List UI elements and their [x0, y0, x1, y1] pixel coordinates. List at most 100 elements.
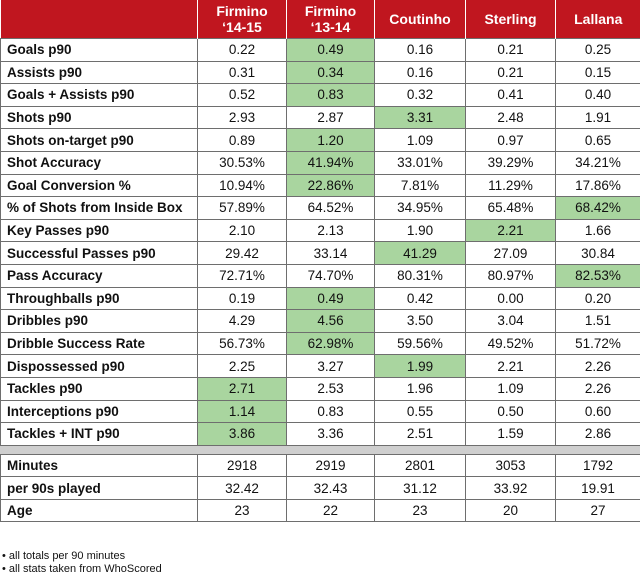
- stat-value: 2.51: [374, 422, 466, 446]
- stat-value: 0.89: [197, 128, 287, 152]
- stat-value: 2918: [197, 453, 287, 478]
- stat-value: 0.49: [286, 38, 375, 62]
- stat-value: 41.29: [374, 241, 466, 265]
- stat-value: 33.01%: [374, 150, 466, 175]
- stat-value: 2.93: [197, 105, 287, 130]
- stat-label: Age: [0, 498, 198, 523]
- stat-label: Dribbles p90: [0, 309, 198, 333]
- stat-value: 22: [286, 498, 375, 523]
- stat-value: 20: [465, 498, 556, 523]
- separator-cell: [0, 444, 198, 455]
- stat-row: Goals p90 0.22 0.49 0.16 0.21 0.25: [0, 38, 640, 62]
- stat-value: 2.21: [465, 218, 556, 243]
- stat-value: 27: [555, 498, 640, 523]
- stat-label: Interceptions p90: [0, 399, 198, 424]
- stat-value: 0.34: [286, 60, 375, 85]
- stat-value: 3.04: [465, 309, 556, 333]
- stat-value: 32.43: [286, 476, 375, 500]
- stat-value: 32.42: [197, 476, 287, 500]
- stat-value: 3053: [465, 453, 556, 478]
- stat-label: Assists p90: [0, 60, 198, 85]
- stat-value: 0.49: [286, 286, 375, 311]
- stat-value: 1792: [555, 453, 640, 478]
- stat-value: 74.70%: [286, 263, 375, 288]
- stat-value: 0.42: [374, 286, 466, 311]
- stat-value: 80.97%: [465, 263, 556, 288]
- stat-value: 0.15: [555, 60, 640, 85]
- stat-value: 2919: [286, 453, 375, 478]
- stat-value: 41.94%: [286, 150, 375, 175]
- stat-row: Shots on-target p90 0.89 1.20 1.09 0.97 0.65: [0, 128, 640, 152]
- stat-value: 62.98%: [286, 331, 375, 356]
- stat-value: 3.50: [374, 309, 466, 333]
- stat-value: 23: [197, 498, 287, 523]
- stat-value: 68.42%: [555, 196, 640, 220]
- stat-value: 27.09: [465, 241, 556, 265]
- stat-value: 0.25: [555, 38, 640, 62]
- stat-value: 0.00: [465, 286, 556, 311]
- stat-value: 1.66: [555, 218, 640, 243]
- stat-value: 51.72%: [555, 331, 640, 356]
- stat-label: per 90s played: [0, 476, 198, 500]
- stat-row: Shot Accuracy 30.53% 41.94% 33.01% 39.29% 34.…: [0, 150, 640, 175]
- stat-value: 1.90: [374, 218, 466, 243]
- stat-value: 2.25: [197, 354, 287, 378]
- stat-value: 0.20: [555, 286, 640, 311]
- stat-value: 3.86: [197, 422, 287, 446]
- stat-value: 49.52%: [465, 331, 556, 356]
- separator-cell: [286, 444, 375, 455]
- stat-row: Tackles + INT p90 3.86 3.36 2.51 1.59 2.86: [0, 422, 640, 446]
- footnote: • all totals per 90 minutes: [2, 550, 126, 562]
- stat-value: 0.19: [197, 286, 287, 311]
- stat-label: Key Passes p90: [0, 218, 198, 243]
- stats-body: Goals p90 0.22 0.49 0.16 0.21 0.25 Assists p90…: [0, 38, 640, 523]
- stat-label: Shots p90: [0, 105, 198, 130]
- stat-value: 2.26: [555, 376, 640, 401]
- stat-value: 10.94%: [197, 173, 287, 198]
- stat-label: % of Shots from Inside Box: [0, 196, 198, 220]
- stat-row: Successful Passes p90 29.42 33.14 41.29 27.0…: [0, 241, 640, 265]
- stat-value: 0.83: [286, 83, 375, 107]
- stat-value: 4.56: [286, 309, 375, 333]
- separator-cell: [465, 444, 556, 455]
- stat-value: 0.83: [286, 399, 375, 424]
- stat-value: 2.87: [286, 105, 375, 130]
- stat-value: 3.36: [286, 422, 375, 446]
- stat-value: 59.56%: [374, 331, 466, 356]
- separator-cell: [555, 444, 640, 455]
- stat-value: 56.73%: [197, 331, 287, 356]
- stat-value: 30.53%: [197, 150, 287, 175]
- stat-label: Minutes: [0, 453, 198, 478]
- stat-value: 0.21: [465, 38, 556, 62]
- stat-value: 2.53: [286, 376, 375, 401]
- stat-value: 0.52: [197, 83, 287, 107]
- section-separator: [0, 444, 640, 455]
- stat-value: 1.51: [555, 309, 640, 333]
- stat-value: 82.53%: [555, 263, 640, 288]
- stat-value: 2.26: [555, 354, 640, 378]
- stat-value: 7.81%: [374, 173, 466, 198]
- stat-value: 0.16: [374, 38, 466, 62]
- stat-value: 0.22: [197, 38, 287, 62]
- stat-value: 31.12: [374, 476, 466, 500]
- stat-value: 19.91: [555, 476, 640, 500]
- stat-row: Dribbles p90 4.29 4.56 3.50 3.04 1.51: [0, 309, 640, 333]
- stat-value: 1.09: [465, 376, 556, 401]
- stat-label: Shot Accuracy: [0, 150, 198, 175]
- stat-value: 4.29: [197, 309, 287, 333]
- stat-value: 33.14: [286, 241, 375, 265]
- header-blank: [0, 0, 198, 39]
- header-player: Firmino ‘13-14: [286, 0, 375, 39]
- header-player: Firmino ‘14-15: [197, 0, 287, 39]
- stat-value: 11.29%: [465, 173, 556, 198]
- header-player: Coutinho: [374, 0, 466, 39]
- stat-value: 65.48%: [465, 196, 556, 220]
- stat-value: 1.09: [374, 128, 466, 152]
- stat-value: 22.86%: [286, 173, 375, 198]
- stat-label: Goals p90: [0, 38, 198, 62]
- stat-label: Successful Passes p90: [0, 241, 198, 265]
- stat-row: Tackles p90 2.71 2.53 1.96 1.09 2.26: [0, 376, 640, 401]
- footnotes: • all totals per 90 minutes • all stats …: [2, 550, 162, 576]
- stat-value: 0.60: [555, 399, 640, 424]
- stat-value: 23: [374, 498, 466, 523]
